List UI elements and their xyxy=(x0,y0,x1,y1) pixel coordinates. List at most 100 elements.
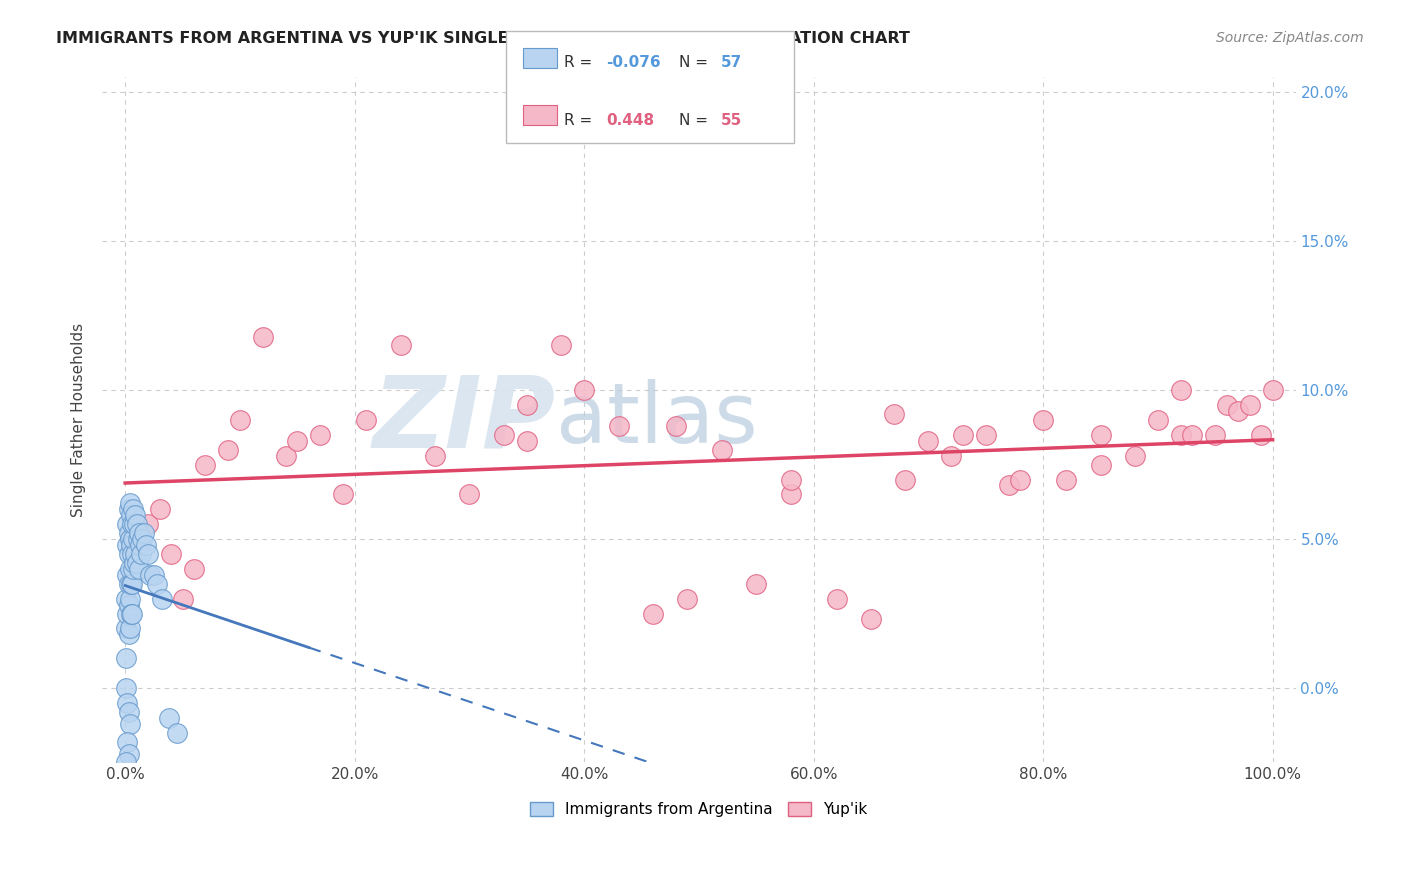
Point xyxy=(120,538,142,552)
Text: N =: N = xyxy=(679,113,713,128)
Point xyxy=(1170,383,1192,397)
Point xyxy=(122,562,145,576)
Point xyxy=(118,496,141,510)
Point xyxy=(149,502,172,516)
Point xyxy=(117,502,139,516)
Point xyxy=(183,562,205,576)
Point xyxy=(217,442,239,457)
Point xyxy=(941,449,963,463)
Text: Source: ZipAtlas.com: Source: ZipAtlas.com xyxy=(1216,31,1364,45)
Point xyxy=(952,427,974,442)
Point xyxy=(132,526,155,541)
Point xyxy=(117,517,139,532)
Point xyxy=(665,418,688,433)
Point xyxy=(423,449,446,463)
Point xyxy=(124,517,146,532)
Point xyxy=(120,607,142,621)
Point xyxy=(124,547,146,561)
Point xyxy=(129,547,152,561)
Point xyxy=(550,338,572,352)
Point xyxy=(117,598,139,612)
Point xyxy=(641,607,664,621)
Point xyxy=(128,562,150,576)
Text: 55: 55 xyxy=(721,113,742,128)
Point xyxy=(117,526,139,541)
Point xyxy=(129,538,152,552)
Point xyxy=(122,532,145,546)
Point xyxy=(121,547,143,561)
Point xyxy=(285,434,308,448)
Point xyxy=(120,576,142,591)
Point xyxy=(309,427,332,442)
Text: -0.076: -0.076 xyxy=(606,55,661,70)
Point xyxy=(1032,413,1054,427)
Text: IMMIGRANTS FROM ARGENTINA VS YUP'IK SINGLE FATHER HOUSEHOLDS CORRELATION CHART: IMMIGRANTS FROM ARGENTINA VS YUP'IK SING… xyxy=(56,31,910,46)
Point xyxy=(458,487,481,501)
Point xyxy=(115,622,138,636)
Point xyxy=(1216,398,1239,412)
Point xyxy=(389,338,412,352)
Point xyxy=(117,607,139,621)
Point xyxy=(492,427,515,442)
Point xyxy=(121,517,143,532)
Point xyxy=(194,458,217,472)
Point xyxy=(117,734,139,748)
Point xyxy=(1204,427,1226,442)
Point xyxy=(997,478,1019,492)
Point xyxy=(1090,458,1112,472)
Point xyxy=(860,612,883,626)
Point xyxy=(229,413,252,427)
Point xyxy=(745,576,768,591)
Point xyxy=(115,651,138,665)
Point xyxy=(172,591,194,606)
Point xyxy=(115,681,138,695)
Point xyxy=(1227,404,1250,418)
Point xyxy=(115,591,138,606)
Point xyxy=(1123,449,1146,463)
Point xyxy=(118,591,141,606)
Text: 57: 57 xyxy=(721,55,742,70)
Point xyxy=(139,567,162,582)
Point xyxy=(117,567,139,582)
Point xyxy=(1170,427,1192,442)
Text: R =: R = xyxy=(564,55,598,70)
Point xyxy=(160,547,183,561)
Point xyxy=(894,473,917,487)
Point xyxy=(1261,383,1284,397)
Point xyxy=(117,627,139,641)
Point xyxy=(710,442,733,457)
Y-axis label: Single Father Households: Single Father Households xyxy=(72,323,86,517)
Point xyxy=(118,716,141,731)
Legend: Immigrants from Argentina, Yup'ik: Immigrants from Argentina, Yup'ik xyxy=(524,796,873,823)
Point xyxy=(1054,473,1077,487)
Point xyxy=(157,711,180,725)
Point xyxy=(118,532,141,546)
Point xyxy=(117,696,139,710)
Point xyxy=(150,591,173,606)
Point xyxy=(607,418,630,433)
Point xyxy=(516,434,538,448)
Point xyxy=(274,449,297,463)
Point xyxy=(122,502,145,516)
Point xyxy=(516,398,538,412)
Point xyxy=(974,427,997,442)
Point xyxy=(572,383,595,397)
Point xyxy=(120,508,142,523)
Point xyxy=(117,547,139,561)
Point xyxy=(332,487,354,501)
Point xyxy=(779,473,801,487)
Point xyxy=(252,329,274,343)
Point xyxy=(118,622,141,636)
Text: N =: N = xyxy=(679,55,713,70)
Point xyxy=(883,407,905,421)
Point xyxy=(1250,427,1272,442)
Point xyxy=(118,562,141,576)
Text: atlas: atlas xyxy=(555,379,758,460)
Point xyxy=(1010,473,1032,487)
Point xyxy=(121,576,143,591)
Point xyxy=(917,434,939,448)
Point xyxy=(117,705,139,719)
Point xyxy=(1147,413,1170,427)
Point xyxy=(779,487,801,501)
Point xyxy=(117,538,139,552)
